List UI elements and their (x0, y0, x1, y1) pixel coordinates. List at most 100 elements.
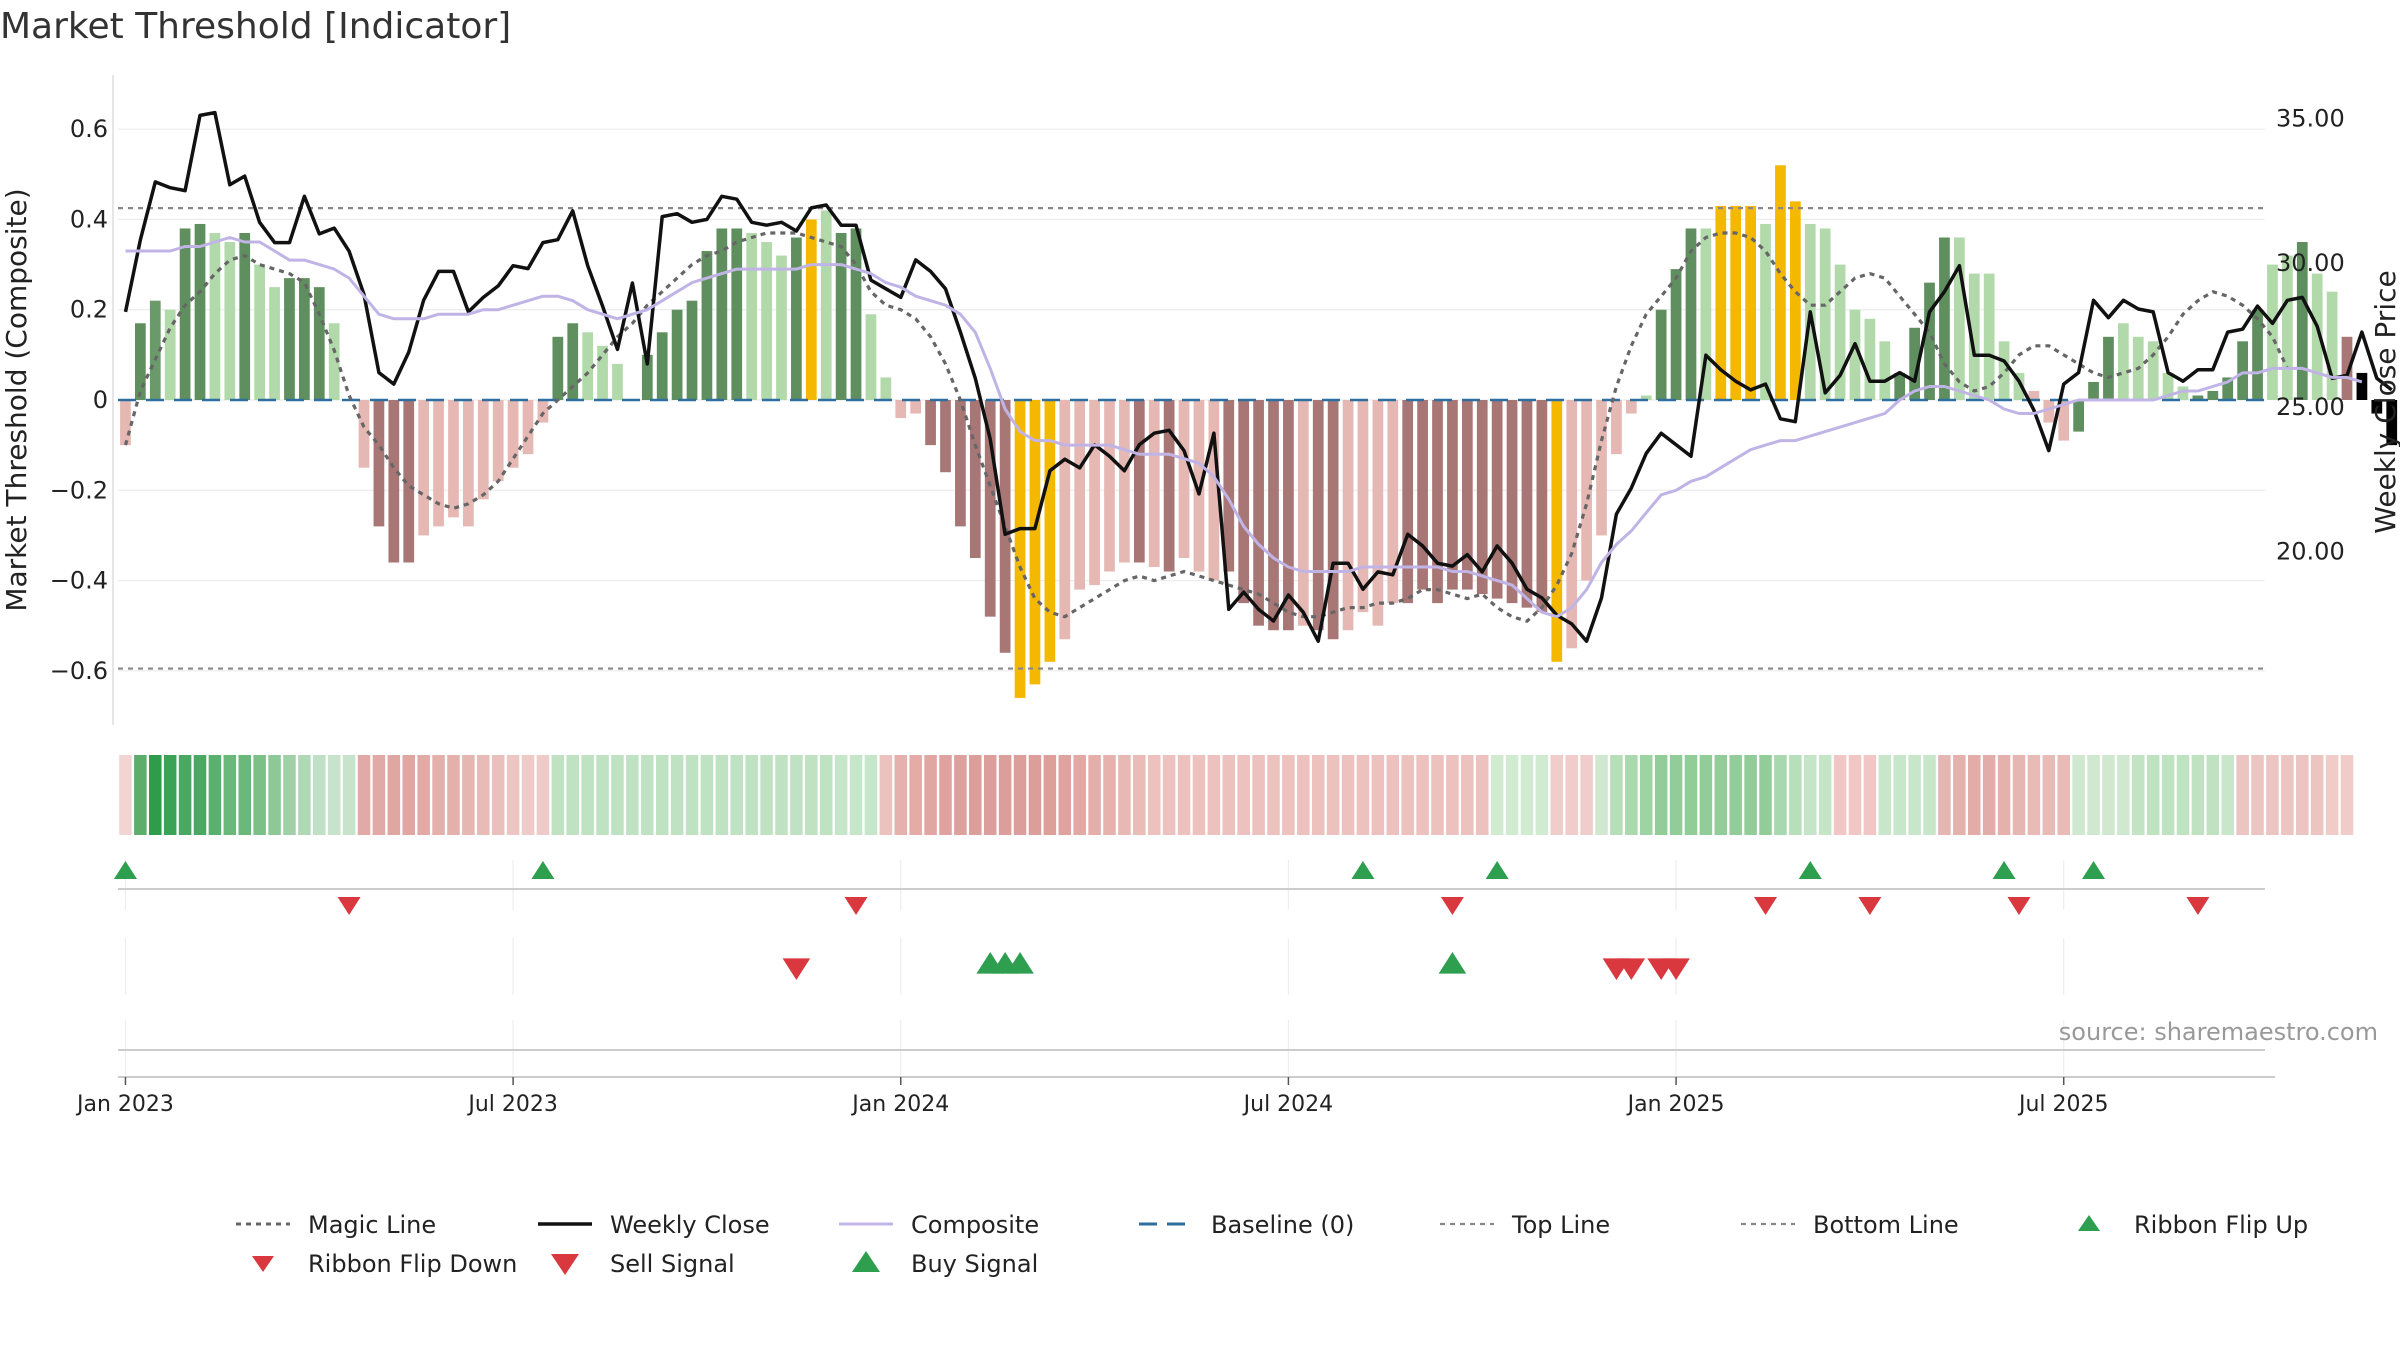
composite-bar (1342, 400, 1354, 631)
composite-bar (2117, 323, 2129, 400)
ribbon-cell (581, 755, 594, 835)
ribbon-cell (238, 755, 251, 835)
ribbon-cell (655, 755, 669, 835)
legend: Magic Line Weekly Close Composite Baseline … (236, 1211, 2308, 1278)
ribbon-cell (1267, 755, 1280, 835)
composite-bar (1998, 341, 2010, 400)
composite-bar (2326, 291, 2338, 400)
ribbon-cell (611, 755, 624, 835)
composite-bar (1178, 400, 1190, 558)
composite-bar (1611, 400, 1622, 455)
composite-bar (552, 336, 564, 400)
composite-bar (1119, 400, 1130, 563)
ribbon-cell (998, 755, 1012, 835)
ribbon-flip-down-marker (2007, 897, 2031, 915)
ribbon-cell (2161, 755, 2175, 835)
composite-bar (1044, 400, 1056, 662)
composite-bar (2043, 400, 2055, 423)
composite-bar (1163, 400, 1175, 572)
ribbon-cell (1237, 755, 1250, 835)
legend-label: Buy Signal (911, 1250, 1038, 1278)
composite-bar (209, 232, 221, 400)
composite-bar (134, 323, 146, 400)
ribbon-cell (1431, 755, 1444, 835)
composite-bar (2028, 390, 2040, 400)
composite-bar (463, 400, 474, 527)
ribbon-cell (715, 755, 729, 835)
composite-bar (1387, 400, 1399, 604)
x-tick-label: Jul 2025 (2017, 1092, 2109, 1117)
composite-bar (984, 400, 996, 617)
composite-bar (597, 345, 608, 400)
ribbon-cell (730, 755, 744, 835)
ribbon-cell (1863, 755, 1877, 835)
composite-bar (1014, 400, 1026, 698)
composite-bar (1223, 400, 1235, 572)
ribbon-cell (1282, 755, 1295, 835)
ribbon-cell (1520, 755, 1534, 835)
ribbon-cell (849, 755, 863, 835)
legend-label: Sell Signal (610, 1250, 735, 1278)
composite-bar (403, 400, 415, 563)
y-tick-right: 30.00 (2276, 249, 2345, 277)
ribbon-cell (298, 755, 311, 835)
composite-bar (1894, 372, 1906, 400)
ribbon-flip-down-marker (1858, 897, 1882, 915)
ribbon-cell (834, 755, 848, 835)
composite-bar (1879, 341, 1891, 400)
ribbon-cell (268, 755, 281, 835)
composite-bar (1924, 282, 1935, 400)
ribbon-cell (2266, 755, 2279, 835)
legend-item: Sell Signal (551, 1250, 735, 1278)
composite-bar (1596, 400, 1607, 536)
composite-bar (1625, 400, 1637, 414)
ribbon-cell (2281, 755, 2294, 835)
ribbon-cell (1893, 755, 1906, 835)
composite-bar (1491, 400, 1503, 599)
ribbon-cell (1058, 755, 1072, 835)
composite-bar (1939, 237, 1950, 400)
composite-bar (2281, 255, 2293, 400)
ribbon-cell (1550, 755, 1564, 835)
ribbon-cell (2117, 755, 2130, 835)
composite-bar (2013, 372, 2025, 400)
ribbon-cell (208, 755, 222, 835)
ribbon-cell (1028, 755, 1042, 835)
legend-item: Ribbon Flip Up (2078, 1211, 2308, 1239)
ribbon-cell (506, 755, 520, 835)
ribbon-cell (372, 755, 386, 835)
ribbon-cell (1654, 755, 1668, 835)
composite-bar (1745, 205, 1756, 400)
composite-bar (388, 400, 400, 563)
ribbon-cell (685, 755, 699, 835)
legend-item: Top Line (1440, 1211, 1610, 1239)
composite-bar (2162, 372, 2174, 400)
composite-bar (1089, 400, 1100, 586)
ribbon-cell (432, 755, 445, 835)
composite-bar (358, 400, 370, 468)
ribbon-cell (477, 755, 490, 835)
composite-bar (1551, 400, 1563, 662)
reference-lines (118, 207, 2265, 670)
x-tick-label: Jul 2024 (1242, 1092, 1334, 1117)
composite-bar (433, 400, 444, 527)
ribbon-cell (1371, 755, 1385, 835)
ribbon-cell (2221, 755, 2234, 835)
ribbon-cell (342, 755, 356, 835)
ribbon-cell (1311, 755, 1325, 835)
ribbon-cell (1475, 755, 1489, 835)
legend-swatch-buy-signal (852, 1251, 880, 1272)
composite-bar (1983, 273, 1995, 400)
ribbon-cell (1848, 755, 1862, 835)
composite-bar (2103, 336, 2114, 400)
composite-bar (269, 287, 280, 400)
buy-signal-marker (1438, 952, 1467, 974)
composite-bar (1968, 273, 1980, 400)
line-composite (125, 236, 2363, 619)
ribbon-flip-up-marker (531, 861, 555, 879)
ribbon-cell (805, 755, 818, 835)
composite-bar (1789, 201, 1801, 400)
ribbon-cell (1490, 755, 1504, 835)
ribbon-cell (1997, 755, 2011, 835)
